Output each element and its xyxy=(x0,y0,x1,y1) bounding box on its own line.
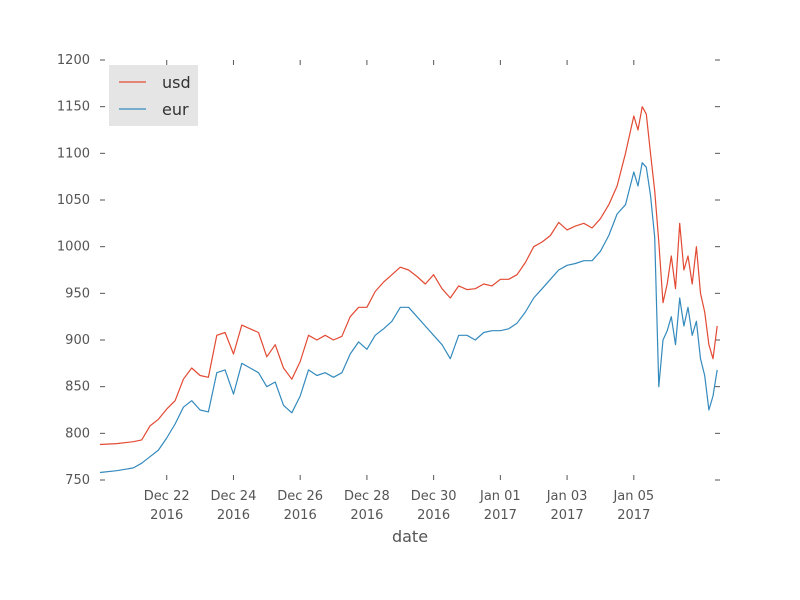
legend: usd eur xyxy=(109,65,198,126)
y-tick-label: 1050 xyxy=(57,193,90,208)
x-tick-sublabel: 2016 xyxy=(284,508,317,523)
y-tick-label: 850 xyxy=(65,380,90,395)
x-tick-label: Jan 05 xyxy=(612,489,654,504)
x-tick-sublabel: 2016 xyxy=(350,508,383,523)
y-tick-label: 750 xyxy=(65,473,90,488)
x-tick-label: Jan 03 xyxy=(546,489,588,504)
legend-label-eur: eur xyxy=(162,100,189,119)
series-line-usd xyxy=(99,106,718,446)
x-tick-label: Jan 01 xyxy=(479,489,521,504)
y-tick-label: 950 xyxy=(65,286,90,301)
legend-label-usd: usd xyxy=(162,73,191,92)
y-tick-label: 800 xyxy=(65,426,90,441)
y-tick-label: 900 xyxy=(65,333,90,348)
legend-box xyxy=(109,65,198,126)
y-tick-label: 1100 xyxy=(57,146,90,161)
series-layer xyxy=(99,106,718,474)
x-tick-label: Dec 22 xyxy=(144,489,190,504)
x-axis-label: date xyxy=(392,527,428,546)
x-tick-label: Dec 30 xyxy=(411,489,457,504)
axes: 750 800 850 900 950 1000 1050 1100 1150 1200 Dec 2… xyxy=(57,53,720,523)
x-tick-sublabel: 2016 xyxy=(217,508,250,523)
y-tick-label: 1200 xyxy=(57,53,90,68)
y-tick-label: 1000 xyxy=(57,240,90,255)
x-tick-sublabel: 2016 xyxy=(417,508,450,523)
x-tick-sublabel: 2016 xyxy=(150,508,183,523)
series-line-eur xyxy=(99,162,718,474)
x-tick-sublabel: 2017 xyxy=(551,508,584,523)
x-tick-sublabel: 2017 xyxy=(484,508,517,523)
x-tick-label: Dec 28 xyxy=(344,489,390,504)
x-tick-label: Dec 24 xyxy=(211,489,257,504)
x-tick-sublabel: 2017 xyxy=(617,508,650,523)
x-tick-label: Dec 26 xyxy=(277,489,323,504)
y-tick-label: 1150 xyxy=(57,100,90,115)
